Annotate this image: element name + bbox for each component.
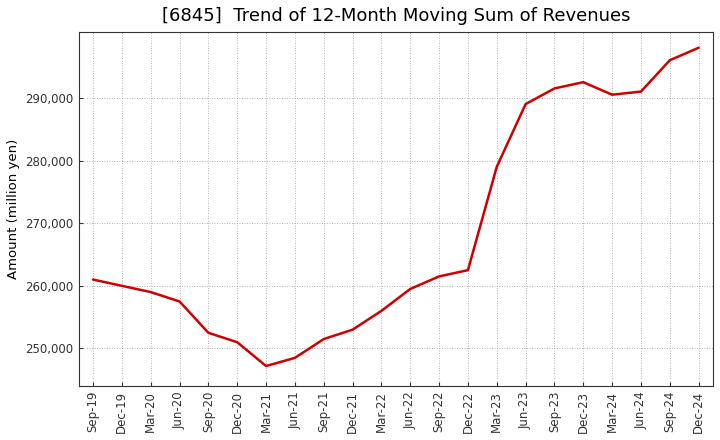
Title: [6845]  Trend of 12-Month Moving Sum of Revenues: [6845] Trend of 12-Month Moving Sum of R… — [161, 7, 630, 25]
Y-axis label: Amount (million yen): Amount (million yen) — [7, 139, 20, 279]
